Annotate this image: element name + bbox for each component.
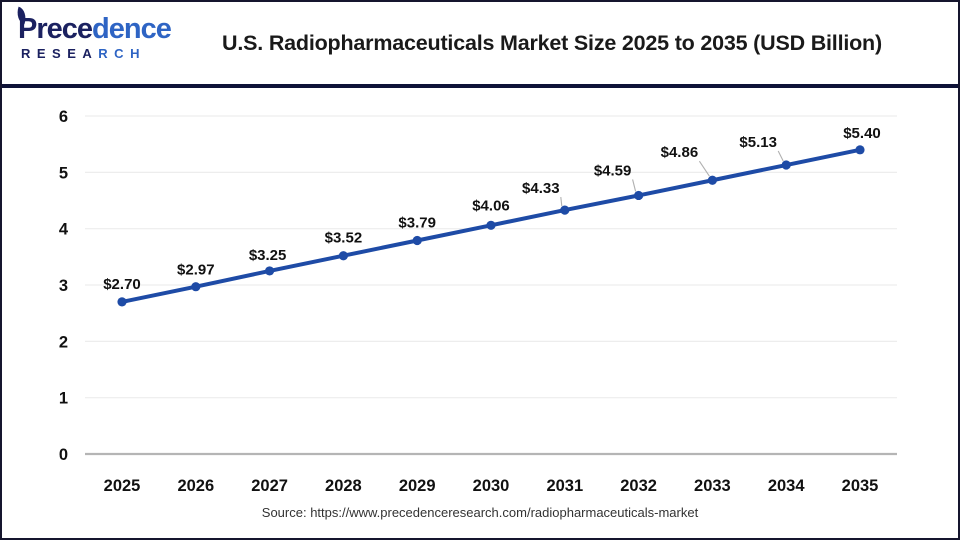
svg-text:4: 4 <box>59 221 69 239</box>
svg-text:$2.97: $2.97 <box>177 262 215 279</box>
svg-text:2028: 2028 <box>325 477 362 495</box>
svg-text:2031: 2031 <box>546 477 583 495</box>
svg-text:$5.40: $5.40 <box>843 125 881 142</box>
svg-text:$4.06: $4.06 <box>472 197 510 214</box>
logo-wordmark: Precedence <box>13 6 172 45</box>
svg-text:2: 2 <box>59 333 68 351</box>
svg-text:$3.52: $3.52 <box>325 230 363 247</box>
header-divider <box>2 84 958 88</box>
svg-text:0: 0 <box>59 446 68 464</box>
svg-text:$2.70: $2.70 <box>103 276 141 293</box>
page-title: U.S. Radiopharmaceuticals Market Size 20… <box>222 30 882 55</box>
svg-text:2026: 2026 <box>177 477 214 495</box>
svg-text:5: 5 <box>59 164 68 182</box>
logo-sub-part2: RCH <box>98 46 146 61</box>
svg-text:3: 3 <box>59 277 68 295</box>
precedence-research-logo: Precedence RESEARCH <box>13 6 172 60</box>
svg-text:2033: 2033 <box>694 477 731 495</box>
svg-text:2025: 2025 <box>104 477 141 495</box>
svg-text:1: 1 <box>59 390 68 408</box>
source-attribution: Source: https://www.precedenceresearch.c… <box>261 505 699 520</box>
logo-subtitle: RESEARCH <box>18 47 171 60</box>
svg-text:$3.79: $3.79 <box>398 215 436 232</box>
header: Precedence RESEARCH U.S. Radiopharmaceut… <box>2 2 958 84</box>
svg-text:2029: 2029 <box>399 477 436 495</box>
svg-text:$4.33: $4.33 <box>522 180 560 197</box>
logo-sub-part1: RESEA <box>21 46 99 61</box>
logo-word-part1: Prece <box>18 13 93 45</box>
market-size-line-chart: 0 1 2 3 4 5 6 2025 2026 2027 2028 2029 2030 2031 2032 2… <box>59 108 897 495</box>
svg-text:6: 6 <box>59 108 68 126</box>
svg-text:2034: 2034 <box>768 477 806 495</box>
svg-text:2035: 2035 <box>842 477 879 495</box>
svg-text:$5.13: $5.13 <box>739 134 777 151</box>
svg-text:$3.25: $3.25 <box>249 247 287 264</box>
svg-text:$4.86: $4.86 <box>661 144 699 161</box>
svg-text:2030: 2030 <box>473 477 510 495</box>
logo-word-part2: dence <box>92 13 172 45</box>
svg-text:$4.59: $4.59 <box>594 162 632 179</box>
svg-text:2027: 2027 <box>251 477 288 495</box>
svg-text:2032: 2032 <box>620 477 657 495</box>
